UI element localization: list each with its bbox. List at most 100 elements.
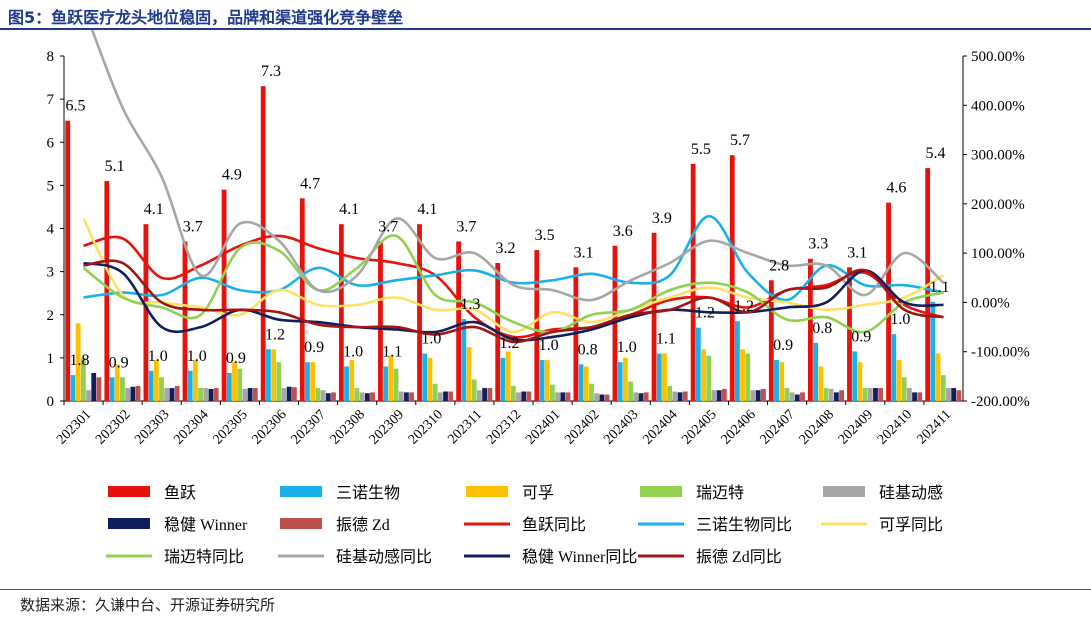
bar	[662, 353, 667, 401]
bar	[80, 357, 86, 402]
x-tick-label: 202303	[132, 407, 172, 447]
bar	[813, 342, 818, 401]
y-right-tick-label: -200.00%	[971, 394, 1030, 410]
bar	[130, 386, 136, 401]
bar	[159, 377, 164, 401]
bar-label-sannuo: 1.2	[695, 305, 715, 322]
bar	[510, 385, 516, 401]
bar	[628, 381, 633, 401]
bar	[578, 364, 584, 401]
bar-label-sannuo: 1.0	[617, 339, 637, 356]
bar-label-sannuo: 1.0	[343, 344, 363, 361]
bar	[135, 385, 141, 401]
bar	[383, 366, 389, 401]
bar	[711, 390, 717, 401]
bar	[232, 362, 237, 401]
x-tick-label: 202302	[93, 407, 133, 447]
bar-label-sannuo: 1.0	[187, 348, 207, 365]
bar	[594, 393, 600, 401]
bar	[477, 390, 482, 401]
bar	[388, 355, 394, 401]
bar	[526, 391, 532, 401]
bar-label-yuyue: 4.7	[300, 175, 320, 192]
bar	[768, 280, 774, 401]
bar	[857, 362, 863, 401]
bar	[354, 388, 360, 401]
bar	[935, 353, 941, 401]
bar	[878, 388, 884, 401]
bar	[682, 391, 688, 401]
bar	[359, 392, 365, 402]
x-tick-label: 202312	[484, 407, 524, 447]
bar-label-sannuo: 0.8	[812, 320, 832, 337]
bar	[784, 388, 790, 401]
bar	[169, 388, 175, 401]
legend-label: 可孚同比	[879, 516, 943, 534]
bar	[432, 383, 438, 401]
bar	[521, 391, 527, 401]
bar-labels-group: 6.5 5.1 4.1 3.7 4.9 7.3 4.7 4.1 3.7 4.1 3.7 3.2 3.5 3…	[66, 63, 950, 371]
legend-label: 瑞迈特同比	[164, 548, 244, 566]
source-note: 数据来源：久谦中台、开源证券研究所	[20, 596, 276, 614]
bar	[143, 224, 149, 401]
bar	[891, 334, 897, 401]
legend-swatch	[640, 486, 682, 497]
y-left-tick-label: 2	[47, 308, 55, 324]
bar	[242, 388, 248, 401]
bar-label-yuyue: 5.7	[730, 132, 750, 149]
bar-label-sannuo: 1.3	[460, 296, 480, 313]
bar	[867, 388, 873, 401]
bar	[721, 388, 727, 401]
bar	[823, 388, 829, 401]
bar-series-5	[91, 372, 957, 402]
bar-series-2	[75, 323, 941, 402]
x-tick-label: 202404	[640, 407, 680, 447]
bar	[774, 360, 779, 401]
bar	[404, 392, 409, 402]
legend-label: 硅基动感同比	[336, 548, 432, 566]
bar	[86, 390, 91, 401]
legend-label: 可孚	[522, 484, 554, 502]
bar	[745, 353, 751, 401]
bar	[706, 355, 712, 401]
bar-label-yuyue: 4.6	[886, 180, 906, 197]
bar-label-yuyue: 3.9	[652, 210, 672, 227]
bar-label-yuyue: 3.3	[808, 236, 828, 253]
bar	[120, 377, 125, 401]
bar	[104, 181, 110, 401]
bar-label-yuyue: 3.2	[496, 240, 516, 257]
bar	[265, 349, 271, 401]
bar	[109, 377, 115, 401]
x-tick-label: 202409	[836, 407, 876, 447]
bar	[291, 387, 297, 401]
bar	[539, 360, 545, 401]
bar-label-yuyue: 2.8	[769, 257, 789, 274]
bar	[716, 390, 722, 401]
bar	[946, 388, 951, 401]
bar-label-yuyue: 4.1	[339, 201, 359, 218]
bar-label-sannuo: 0.8	[578, 341, 598, 358]
bar	[252, 388, 258, 401]
bar	[226, 372, 232, 401]
legend-item: 振德 Zd	[280, 516, 390, 534]
x-tick-label: 202304	[171, 407, 211, 447]
bar	[500, 357, 506, 402]
x-tick-label: 202310	[406, 407, 446, 447]
legend-item: 振德 Zd同比	[638, 548, 782, 566]
bar	[237, 368, 243, 401]
bar	[800, 392, 805, 402]
x-tick-label: 202301	[54, 407, 94, 447]
bar-label-yuyue: 3.1	[574, 244, 594, 261]
legend-item: 硅基动感	[823, 484, 943, 502]
y-right-tick-label: 500.00%	[971, 49, 1025, 65]
bar	[930, 301, 936, 401]
bar-label-sannuo: 1.2	[500, 335, 520, 352]
legend-item: 瑞迈特同比	[106, 548, 244, 566]
bar-label-yuyue: 4.1	[417, 201, 437, 218]
bar	[862, 388, 868, 401]
y-left-tick-label: 5	[47, 178, 55, 194]
x-tick-label: 202309	[367, 407, 407, 447]
bar	[516, 392, 521, 402]
bar	[560, 392, 566, 402]
bar	[437, 392, 443, 402]
